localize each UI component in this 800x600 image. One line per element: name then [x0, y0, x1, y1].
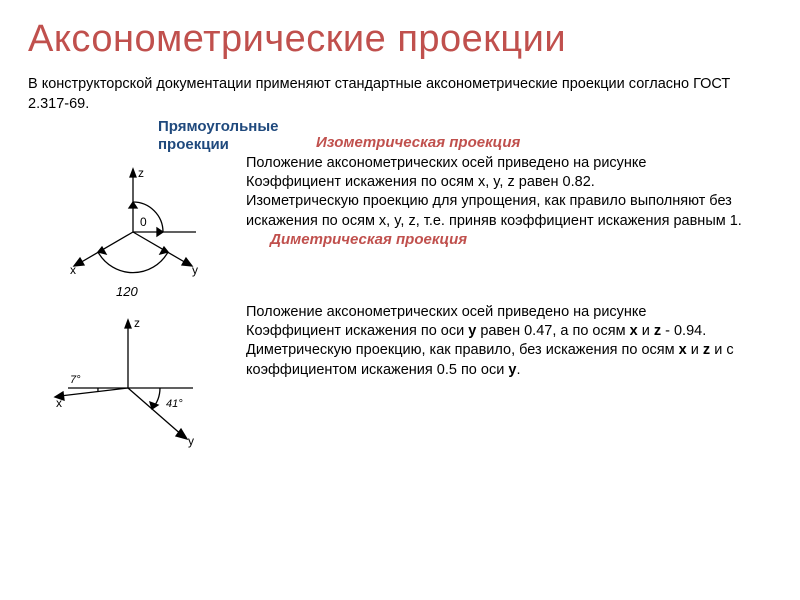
iso-axis-z-label: z: [138, 166, 144, 180]
rect-projection-heading: Прямоугольные проекции: [158, 118, 238, 154]
dim-axis-y-label: y: [188, 434, 194, 448]
dim-axis-x-label: x: [56, 396, 62, 410]
iso-para3: Изометрическую проекцию для упрощения, к…: [246, 192, 772, 249]
iso-para1: Положение аксонометрических осей приведе…: [246, 154, 772, 173]
dim-para1: Положение аксонометрических осей приведе…: [246, 303, 772, 322]
iso-row: z x y 0 120 Положение аксонометрических …: [28, 154, 772, 309]
dim-text-block: Положение аксонометрических осей приведе…: [246, 303, 772, 473]
isometric-heading: Изометрическая проекция: [246, 134, 520, 151]
iso-diagram: z x y 0 120: [28, 154, 228, 309]
iso-axis-x-label: x: [70, 263, 76, 277]
intro-paragraph: В конструкторской документации применяют…: [28, 75, 772, 114]
slide: Аксонометрические проекции В конструктор…: [0, 0, 800, 483]
dim-para2: Коэффициент искажения по оси y равен 0.4…: [246, 322, 772, 341]
iso-origin-label: 0: [140, 215, 147, 229]
dim-diagram: z x y 7° 41°: [28, 303, 228, 473]
dim-para3: Диметрическую проекцию, как правило, без…: [246, 341, 772, 379]
iso-para2: Коэффициент искажения по осям x, y, z ра…: [246, 173, 772, 192]
dim-row: z x y 7° 41° Положение аксонометрических…: [28, 303, 772, 473]
dimetric-heading: Диметрическая проекция: [270, 231, 467, 248]
dim-angle1-label: 7°: [70, 374, 81, 386]
slide-title: Аксонометрические проекции: [28, 18, 772, 61]
dim-angle2-label: 41°: [166, 398, 183, 410]
heading-row: Прямоугольные проекции Изометрическая пр…: [28, 118, 772, 154]
iso-axis-y-label: y: [192, 263, 198, 277]
dim-axis-z-label: z: [134, 316, 140, 330]
iso-angle-label: 120: [116, 284, 138, 299]
iso-text-block: Положение аксонометрических осей приведе…: [246, 154, 772, 309]
